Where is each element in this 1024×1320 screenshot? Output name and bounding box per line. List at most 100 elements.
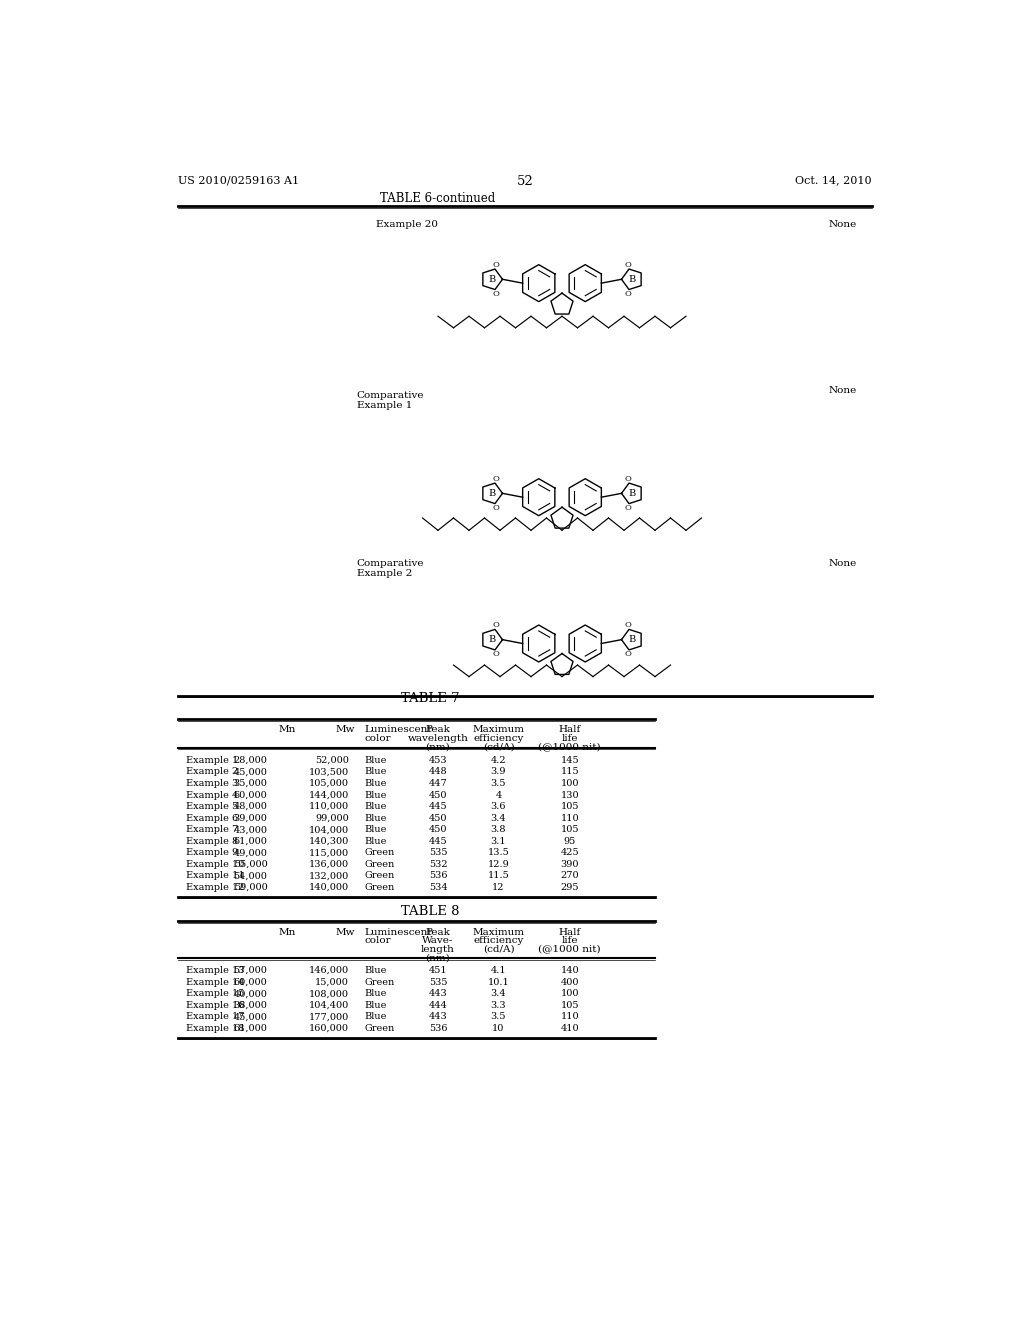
Text: Maximum: Maximum bbox=[472, 725, 524, 734]
Text: TABLE 6-continued: TABLE 6-continued bbox=[380, 191, 496, 205]
Text: 295: 295 bbox=[560, 883, 579, 892]
Text: 144,000: 144,000 bbox=[308, 791, 349, 800]
Text: 450: 450 bbox=[429, 813, 447, 822]
Text: color: color bbox=[365, 936, 391, 945]
Text: None: None bbox=[828, 220, 856, 228]
Text: O: O bbox=[493, 290, 500, 298]
Text: 140,300: 140,300 bbox=[308, 837, 349, 846]
Text: 10.1: 10.1 bbox=[487, 978, 509, 986]
Text: O: O bbox=[625, 475, 631, 483]
Text: 105: 105 bbox=[560, 825, 579, 834]
Text: 100: 100 bbox=[560, 779, 579, 788]
Text: US 2010/0259163 A1: US 2010/0259163 A1 bbox=[178, 176, 299, 185]
Text: Example 3: Example 3 bbox=[186, 779, 239, 788]
Text: 146,000: 146,000 bbox=[309, 966, 349, 975]
Text: Example 13: Example 13 bbox=[186, 966, 245, 975]
Text: efficiency: efficiency bbox=[473, 734, 523, 743]
Text: Blue: Blue bbox=[365, 837, 387, 846]
Text: 447: 447 bbox=[429, 779, 447, 788]
Text: life: life bbox=[561, 734, 578, 743]
Text: 3.9: 3.9 bbox=[490, 767, 506, 776]
Text: 130: 130 bbox=[560, 791, 579, 800]
Text: Mn: Mn bbox=[279, 725, 296, 734]
Text: 49,000: 49,000 bbox=[233, 849, 267, 857]
Text: 11.5: 11.5 bbox=[487, 871, 509, 880]
Text: Peak: Peak bbox=[426, 928, 451, 937]
Text: Luminescent: Luminescent bbox=[365, 725, 432, 734]
Text: 3.1: 3.1 bbox=[490, 837, 506, 846]
Text: 445: 445 bbox=[429, 803, 447, 810]
Text: Green: Green bbox=[365, 849, 394, 857]
Text: Example 18: Example 18 bbox=[186, 1024, 245, 1032]
Text: B: B bbox=[488, 635, 496, 644]
Text: Half: Half bbox=[559, 928, 581, 937]
Text: 59,000: 59,000 bbox=[233, 883, 267, 892]
Text: Blue: Blue bbox=[365, 989, 387, 998]
Text: 3.5: 3.5 bbox=[490, 779, 506, 788]
Text: 39,000: 39,000 bbox=[233, 813, 267, 822]
Text: B: B bbox=[629, 635, 636, 644]
Text: 12: 12 bbox=[493, 883, 505, 892]
Text: 60,000: 60,000 bbox=[233, 978, 267, 986]
Text: Blue: Blue bbox=[365, 1012, 387, 1022]
Text: 450: 450 bbox=[429, 825, 447, 834]
Text: 61,000: 61,000 bbox=[233, 1024, 267, 1032]
Text: 100: 100 bbox=[560, 989, 579, 998]
Text: Example 16: Example 16 bbox=[186, 1001, 245, 1010]
Text: wavelength: wavelength bbox=[408, 734, 468, 743]
Text: O: O bbox=[493, 504, 500, 512]
Text: 136,000: 136,000 bbox=[309, 859, 349, 869]
Text: 99,000: 99,000 bbox=[315, 813, 349, 822]
Text: Blue: Blue bbox=[365, 756, 387, 764]
Text: 443: 443 bbox=[429, 1012, 447, 1022]
Text: Blue: Blue bbox=[365, 767, 387, 776]
Text: 52,000: 52,000 bbox=[315, 756, 349, 764]
Text: Luminescent: Luminescent bbox=[365, 928, 432, 937]
Text: 105: 105 bbox=[560, 1001, 579, 1010]
Text: color: color bbox=[365, 734, 391, 743]
Text: 453: 453 bbox=[429, 756, 447, 764]
Text: O: O bbox=[493, 475, 500, 483]
Text: 451: 451 bbox=[429, 966, 447, 975]
Text: 13.5: 13.5 bbox=[487, 849, 509, 857]
Text: 3.5: 3.5 bbox=[490, 1012, 506, 1022]
Text: Blue: Blue bbox=[365, 791, 387, 800]
Text: Mn: Mn bbox=[279, 928, 296, 937]
Text: Half: Half bbox=[559, 725, 581, 734]
Text: 390: 390 bbox=[560, 859, 579, 869]
Text: Example 2: Example 2 bbox=[186, 767, 239, 776]
Text: 444: 444 bbox=[429, 1001, 447, 1010]
Text: 110: 110 bbox=[560, 813, 579, 822]
Text: Peak: Peak bbox=[426, 725, 451, 734]
Text: Blue: Blue bbox=[365, 813, 387, 822]
Text: 534: 534 bbox=[429, 883, 447, 892]
Text: Example 14: Example 14 bbox=[186, 978, 245, 986]
Text: Blue: Blue bbox=[365, 803, 387, 810]
Text: 425: 425 bbox=[560, 849, 579, 857]
Text: 43,000: 43,000 bbox=[233, 825, 267, 834]
Text: Example 4: Example 4 bbox=[186, 791, 239, 800]
Text: 12.9: 12.9 bbox=[487, 859, 509, 869]
Text: O: O bbox=[493, 620, 500, 630]
Text: O: O bbox=[625, 504, 631, 512]
Text: Green: Green bbox=[365, 859, 394, 869]
Text: 3.8: 3.8 bbox=[490, 825, 506, 834]
Text: 54,000: 54,000 bbox=[233, 871, 267, 880]
Text: 38,000: 38,000 bbox=[233, 1001, 267, 1010]
Text: 535: 535 bbox=[429, 849, 447, 857]
Text: 3.6: 3.6 bbox=[490, 803, 506, 810]
Text: Blue: Blue bbox=[365, 779, 387, 788]
Text: Example 9: Example 9 bbox=[186, 849, 239, 857]
Text: Comparative
Example 2: Comparative Example 2 bbox=[356, 558, 424, 578]
Text: 536: 536 bbox=[429, 1024, 447, 1032]
Text: (cd/A): (cd/A) bbox=[482, 742, 514, 751]
Text: 140: 140 bbox=[560, 966, 579, 975]
Text: 400: 400 bbox=[560, 978, 579, 986]
Text: O: O bbox=[625, 260, 631, 269]
Text: 145: 145 bbox=[560, 756, 579, 764]
Text: Example 5: Example 5 bbox=[186, 803, 239, 810]
Text: 4.1: 4.1 bbox=[490, 966, 506, 975]
Text: Example 10: Example 10 bbox=[186, 859, 245, 869]
Text: O: O bbox=[625, 290, 631, 298]
Text: Green: Green bbox=[365, 883, 394, 892]
